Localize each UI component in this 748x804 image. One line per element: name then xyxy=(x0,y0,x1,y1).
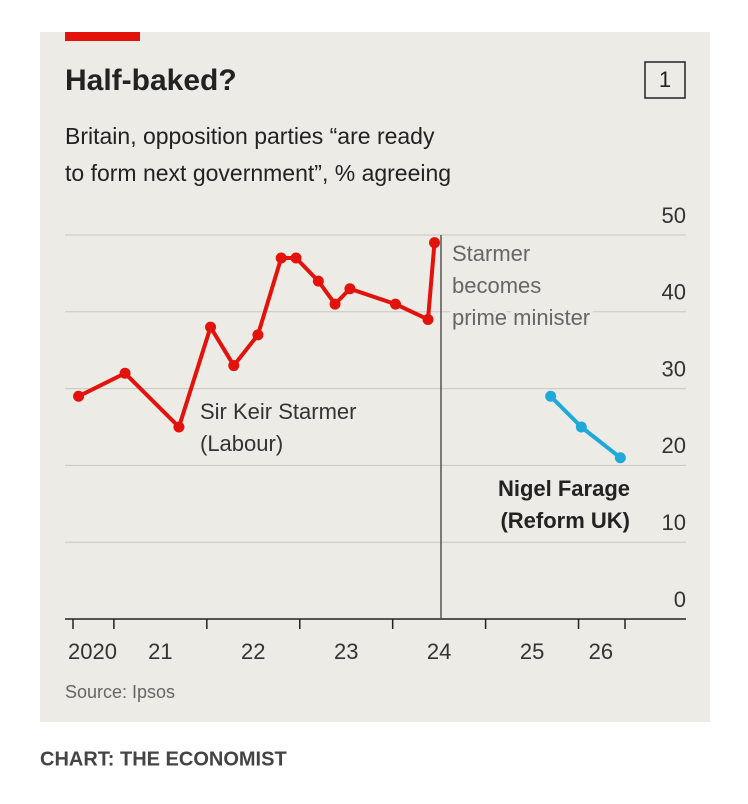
credit: CHART: THE ECONOMIST xyxy=(40,748,287,770)
y-tick-label: 40 xyxy=(662,280,686,305)
point xyxy=(119,367,131,379)
x-tick-label: 22 xyxy=(241,639,265,664)
red-tag xyxy=(65,32,140,41)
point xyxy=(344,283,356,295)
series-label: Nigel Farage xyxy=(498,476,630,501)
point xyxy=(389,298,401,310)
chart-number-box xyxy=(644,61,686,99)
point xyxy=(329,298,341,310)
source: Source: Ipsos xyxy=(65,682,175,702)
point xyxy=(545,390,557,402)
x-tick-label: 26 xyxy=(589,639,613,664)
y-tick-label: 10 xyxy=(662,510,686,535)
subtitle: Britain, opposition parties “are ready xyxy=(65,123,435,149)
point xyxy=(422,313,434,325)
point xyxy=(252,329,264,341)
series-label: Sir Keir Starmer xyxy=(200,399,356,424)
point xyxy=(205,321,217,333)
subtitle: to form next government”, % agreeing xyxy=(65,160,451,186)
y-tick-label: 30 xyxy=(662,356,686,381)
event-label: becomes xyxy=(452,273,541,298)
series-label: (Reform UK) xyxy=(500,508,630,533)
point xyxy=(312,275,324,287)
point xyxy=(73,390,85,402)
event-label: Starmer xyxy=(452,241,530,266)
y-tick-label: 20 xyxy=(662,433,686,458)
x-tick-label: 23 xyxy=(334,639,358,664)
point xyxy=(290,252,302,264)
panel xyxy=(40,32,710,722)
x-tick-label: 24 xyxy=(427,639,451,664)
point xyxy=(614,452,626,464)
series-label: (Labour) xyxy=(200,431,283,456)
point xyxy=(228,360,240,372)
x-tick-label: 21 xyxy=(148,639,172,664)
point xyxy=(428,237,440,249)
point xyxy=(275,252,287,264)
chart-title: Half-baked? xyxy=(65,64,237,97)
x-tick-label: 2020 xyxy=(68,639,117,664)
series-line xyxy=(77,242,437,429)
y-tick-label: 0 xyxy=(674,587,686,612)
event-label: prime minister xyxy=(452,305,590,330)
point xyxy=(575,421,587,433)
point xyxy=(173,421,185,433)
y-tick-label: 50 xyxy=(662,203,686,228)
x-tick-label: 25 xyxy=(520,639,544,664)
chart-number: 1 xyxy=(659,67,671,92)
